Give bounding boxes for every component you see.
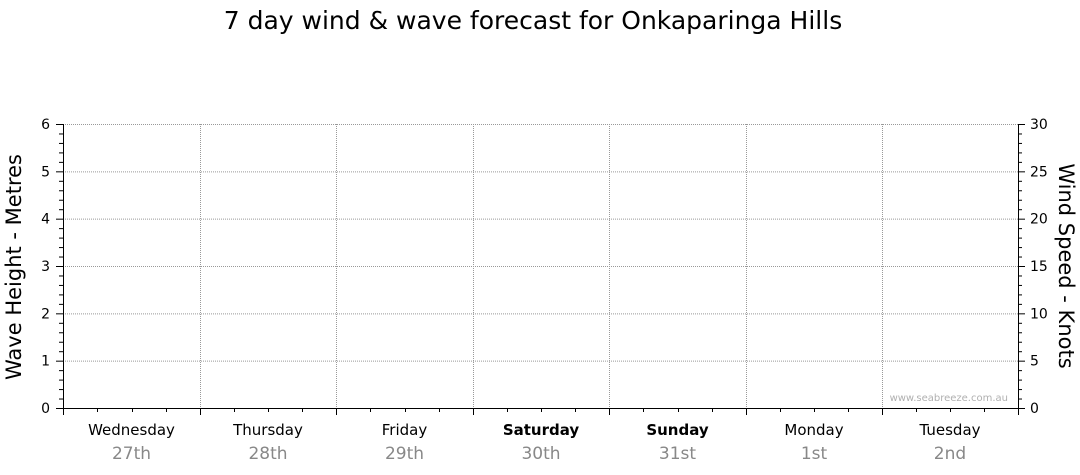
day-label: Friday xyxy=(382,421,428,439)
day-label: Tuesday xyxy=(918,421,980,439)
left-tick-label: 2 xyxy=(41,306,50,322)
day-label: Monday xyxy=(784,421,843,439)
gridlines xyxy=(63,124,1018,408)
watermark: www.seabreeze.com.au xyxy=(890,393,1008,404)
day-label: Wednesday xyxy=(88,421,175,439)
day-label: Sunday xyxy=(646,421,709,439)
left-tick-label: 3 xyxy=(41,259,50,275)
date-label: 2nd xyxy=(934,444,966,464)
right-tick-label: 25 xyxy=(1030,164,1048,180)
left-axis-ticks: 0 1 2 3 4 5 6 xyxy=(41,117,63,417)
date-label: 30th xyxy=(521,444,560,464)
right-tick-label: 10 xyxy=(1030,306,1048,322)
left-tick-label: 6 xyxy=(41,117,50,133)
date-label: 31st xyxy=(659,444,696,464)
left-axis-title: Wave Height - Metres xyxy=(2,154,26,380)
date-label: 27th xyxy=(112,444,151,464)
left-tick-label: 1 xyxy=(41,354,50,370)
date-label: 29th xyxy=(385,444,424,464)
chart-title: 7 day wind & wave forecast for Onkaparin… xyxy=(224,6,842,35)
right-tick-label: 0 xyxy=(1030,401,1039,417)
right-tick-label: 5 xyxy=(1030,354,1039,370)
right-axis-ticks: 0 5 10 15 20 25 30 xyxy=(1018,117,1048,417)
left-tick-label: 0 xyxy=(41,401,50,417)
day-labels: Wednesday 27th Thursday 28th Friday 29th Satur… xyxy=(63,408,1019,464)
date-label: 1st xyxy=(801,444,828,464)
day-label: Thursday xyxy=(232,421,303,439)
right-axis-title: Wind Speed - Knots xyxy=(1054,163,1078,368)
right-tick-label: 20 xyxy=(1030,212,1048,228)
right-tick-label: 30 xyxy=(1030,117,1048,133)
right-tick-label: 15 xyxy=(1030,259,1048,275)
date-label: 28th xyxy=(248,444,287,464)
left-tick-label: 4 xyxy=(41,212,50,228)
day-label: Saturday xyxy=(503,421,580,439)
left-tick-label: 5 xyxy=(41,164,50,180)
